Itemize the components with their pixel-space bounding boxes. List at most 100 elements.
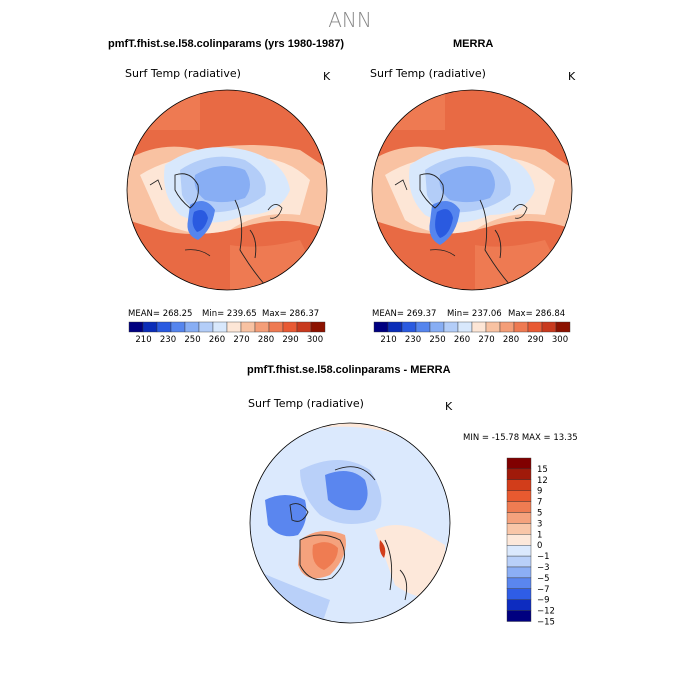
panel2-colorbar-tick: 300: [552, 335, 568, 345]
panel3-colorbar-tick: −5: [537, 574, 550, 584]
panel3-colorbar-tick: 9: [537, 487, 542, 497]
panel3-colorbar-swatch: [506, 599, 532, 611]
panel2-colorbar-tick: 270: [478, 335, 494, 345]
panel1-colorbar-swatch: [268, 321, 284, 333]
panel1-max: Max= 286.37: [262, 309, 320, 319]
panel1-mean: MEAN= 268.25: [128, 309, 193, 319]
panel3-polar-map: [250, 423, 450, 623]
panel2-colorbar-swatch: [471, 321, 487, 333]
panel3-colorbar-tick: 3: [537, 519, 542, 529]
panel1-colorbar-swatch: [170, 321, 186, 333]
panel3-title: pmfT.fhist.se.l58.colinparams - MERRA: [247, 364, 451, 376]
panel3-colorbar-tick: −9: [537, 596, 550, 606]
panel2-map-border: [371, 89, 573, 291]
panel2-colorbar-swatch: [485, 321, 501, 333]
panel3-colorbar-swatch: [506, 566, 532, 579]
panel1-colorbar: 210 230 250 260 270 280 290 300: [128, 321, 326, 345]
panel1-colorbar-swatch: [310, 321, 326, 333]
panel2-colorbar-tick: 280: [503, 335, 519, 345]
panel1-colorbar-tick: 260: [209, 335, 225, 345]
panel2-min: Min= 237.06: [447, 309, 502, 319]
panel2-colorbar-swatch: [443, 321, 459, 333]
panel1-colorbar-swatch: [142, 321, 158, 333]
panel1-min: Min= 239.65: [202, 309, 257, 319]
panel1-colorbar-tick: 300: [307, 335, 323, 345]
panel2-polar-map: [372, 90, 572, 290]
panel1-colorbar-swatch: [254, 321, 270, 333]
panel2-colorbar-tick: 260: [454, 335, 470, 345]
panel2-colorbar-swatch: [401, 321, 417, 333]
panel1-colorbar-tick: 230: [160, 335, 176, 345]
panel1-colorbar-tick: 210: [135, 335, 151, 345]
panel3-colorbar-tick: 1: [537, 530, 542, 540]
panel1-units: K: [323, 70, 331, 83]
panel3-colorbar-swatch: [506, 512, 532, 524]
panel2-colorbar-swatch: [457, 321, 473, 333]
panel2-colorbar-swatch: [527, 321, 543, 333]
panel3-colorbar-tick: −7: [537, 585, 550, 595]
panel1-colorbar-swatch: [128, 321, 144, 333]
panel1-variable-label: Surf Temp (radiative): [125, 67, 241, 80]
panel1-colorbar-tick: 270: [233, 335, 249, 345]
panel1-colorbar-swatch: [184, 321, 200, 333]
panel2-colorbar-swatch: [387, 321, 403, 333]
panel2-max: Max= 286.84: [508, 309, 566, 319]
panel3-colorbar-tick: 7: [537, 498, 542, 508]
panel3-colorbar-swatch: [506, 555, 532, 568]
panel1-colorbar-swatch: [282, 321, 298, 333]
panel3-colorbar-swatch: [506, 457, 532, 470]
panel3-colorbar-swatch: [506, 490, 532, 502]
panel1-colorbar-tick: 280: [258, 335, 274, 345]
panel2-units: K: [568, 70, 576, 83]
panel2-colorbar-swatch: [513, 321, 529, 333]
panel2-colorbar-swatch: [541, 321, 557, 333]
panel1-colorbar-swatch: [156, 321, 172, 333]
panel2-colorbar-swatch: [555, 321, 571, 333]
panel3-minmax: MIN = -15.78 MAX = 13.35: [463, 433, 578, 443]
panel3-colorbar-tick: 5: [537, 509, 542, 519]
panel3-colorbar-tick: 0: [537, 541, 542, 551]
panel3-units: K: [445, 400, 453, 413]
panel2-colorbar-swatch: [415, 321, 431, 333]
panel3-colorbar-tick: 12: [537, 476, 548, 486]
panel1-colorbar-swatch: [240, 321, 256, 333]
panel2-colorbar-swatch: [429, 321, 445, 333]
panel1-map-border: [126, 89, 328, 291]
panel3-colorbar-tick: −3: [537, 563, 550, 573]
main-title: ANN: [328, 8, 372, 32]
panel2-title: MERRA: [453, 38, 494, 50]
panel2-variable-label: Surf Temp (radiative): [370, 67, 486, 80]
panel1-colorbar-tick: 250: [184, 335, 200, 345]
panel3-colorbar-swatch: [506, 545, 532, 557]
panel1-polar-map: [127, 90, 327, 290]
panel3-colorbar-swatch: [506, 534, 532, 546]
panel2-colorbar: 210 230 250 260 270 280 290 300: [373, 321, 571, 345]
panel3-colorbar-swatch: [506, 577, 532, 590]
panel2-colorbar-tick: 290: [527, 335, 543, 345]
panel2-colorbar-tick: 210: [380, 335, 396, 345]
panel3-map-border: [249, 422, 451, 624]
panel3-colorbar-swatch: [506, 610, 532, 622]
panel3-colorbar-swatch: [506, 479, 532, 491]
panel3-colorbar-swatch: [506, 588, 532, 600]
panel1-colorbar-tick: 290: [282, 335, 298, 345]
panel1-colorbar-swatch: [212, 321, 228, 333]
panel1-colorbar-swatch: [226, 321, 242, 333]
panel3-colorbar-swatch: [506, 501, 532, 513]
panel1-colorbar-swatch: [296, 321, 312, 333]
panel3-colorbar-tick: −12: [537, 607, 555, 617]
panel2-colorbar-tick: 230: [405, 335, 421, 345]
panel2-colorbar-swatch: [499, 321, 515, 333]
panel2-mean: MEAN= 269.37: [372, 309, 437, 319]
panel3-variable-label: Surf Temp (radiative): [248, 397, 364, 410]
panel2-colorbar-tick: 250: [429, 335, 445, 345]
panel3-colorbar-tick: −1: [537, 552, 550, 562]
panel1-colorbar-swatch: [198, 321, 214, 333]
panel3-colorbar-tick: −15: [537, 618, 555, 628]
panel1-title: pmfT.fhist.se.l58.colinparams (yrs 1980-…: [108, 38, 344, 50]
panel3-colorbar-swatch: [506, 468, 532, 480]
panel3-colorbar-tick: 15: [537, 465, 548, 475]
panel2-colorbar-swatch: [373, 321, 389, 333]
